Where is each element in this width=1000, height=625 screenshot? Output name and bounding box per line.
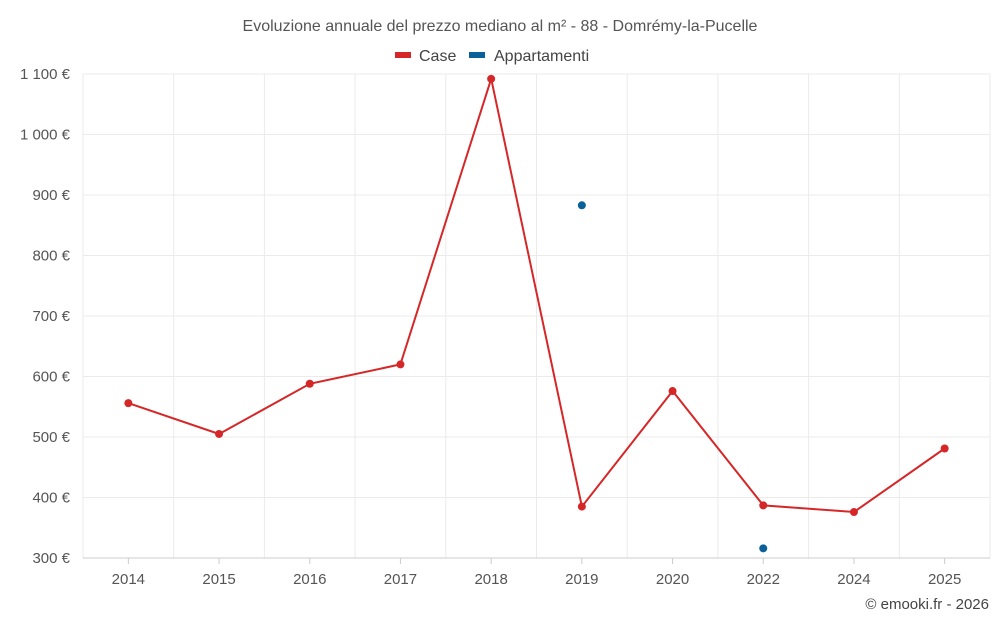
legend-item-case[interactable]: Case (395, 48, 456, 65)
data-point-case[interactable] (668, 387, 677, 396)
x-tick-label: 2019 (565, 571, 598, 588)
legend-label-appartamenti: Appartamenti (494, 48, 589, 65)
x-tick-label: 2017 (384, 571, 417, 588)
data-point-appartamenti[interactable] (759, 544, 768, 553)
y-tick-label: 1 100 € (20, 66, 71, 83)
data-point-case[interactable] (305, 379, 314, 388)
y-tick-label: 900 € (32, 187, 70, 204)
y-tick-label: 600 € (32, 369, 70, 386)
x-tick-label: 2014 (112, 571, 145, 588)
series-line-case (127, 74, 946, 514)
y-tick-label: 800 € (32, 248, 70, 265)
grid (82, 73, 991, 559)
series (124, 74, 949, 553)
y-tick-label: 500 € (32, 429, 70, 446)
footer-credit: © emooki.fr - 2026 (865, 596, 989, 613)
data-point-case[interactable] (215, 429, 224, 438)
legend-item-appartamenti[interactable]: Appartamenti (469, 48, 589, 65)
x-tick-label: 2024 (837, 571, 870, 588)
data-point-case[interactable] (124, 399, 133, 408)
x-tick-label: 2018 (474, 571, 507, 588)
legend-swatch-appartamenti (469, 52, 485, 58)
series-case (124, 74, 949, 517)
x-tick-label: 2015 (202, 571, 235, 588)
x-tick-label: 2022 (747, 571, 780, 588)
legend-swatch-case (395, 52, 411, 58)
chart-title: Evoluzione annuale del prezzo mediano al… (243, 18, 758, 35)
data-point-case[interactable] (396, 360, 405, 369)
y-tick-label: 300 € (32, 550, 70, 567)
y-axis: 300 € 400 € 500 € 600 € 700 € 800 € 900 € 1 000… (20, 66, 71, 567)
data-point-case[interactable] (849, 508, 858, 517)
data-point-case[interactable] (577, 502, 586, 511)
legend-label-case: Case (419, 48, 456, 65)
data-point-case[interactable] (487, 74, 496, 83)
x-tick-label: 2025 (928, 571, 961, 588)
y-tick-label: 700 € (32, 308, 70, 325)
data-point-case[interactable] (759, 501, 768, 510)
x-tick-label: 2020 (656, 571, 689, 588)
series-appartamenti (577, 201, 768, 553)
legend: Case Appartamenti (395, 48, 589, 65)
data-point-case[interactable] (940, 444, 949, 453)
data-point-appartamenti[interactable] (577, 201, 586, 210)
x-axis: 2014 2015 2016 2017 2018 2019 2020 2022 2024 2025 (83, 557, 990, 588)
y-tick-label: 400 € (32, 490, 70, 507)
x-tick-label: 2016 (293, 571, 326, 588)
y-tick-label: 1 000 € (20, 127, 71, 144)
